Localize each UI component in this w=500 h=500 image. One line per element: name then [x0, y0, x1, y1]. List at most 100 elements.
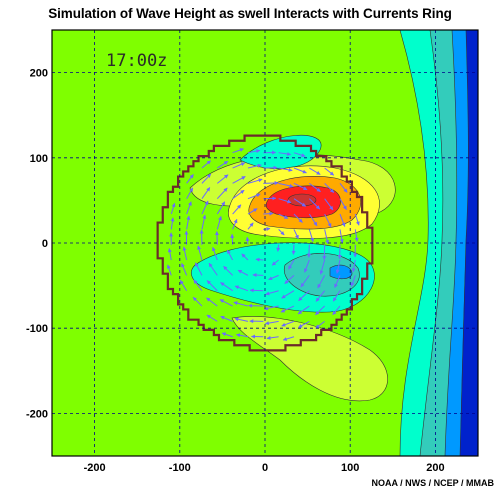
y-tick-label: -200	[26, 408, 48, 420]
current-vector	[181, 263, 188, 276]
x-tick-label: 200	[426, 462, 444, 474]
current-vector	[221, 332, 233, 338]
y-axis-ticks: -200 -100 0 100 200	[26, 68, 48, 421]
current-vector	[167, 248, 172, 261]
current-vector	[293, 182, 308, 191]
current-vector	[247, 149, 261, 154]
current-vector	[324, 229, 330, 245]
current-vector	[293, 213, 303, 223]
current-vector	[278, 167, 293, 172]
grid	[52, 30, 478, 456]
current-vector	[354, 213, 360, 226]
current-vector	[237, 269, 249, 276]
current-vector	[216, 216, 222, 230]
current-vector	[245, 236, 250, 245]
current-vector	[293, 152, 306, 158]
y-tick-label: 0	[42, 238, 48, 250]
plot-frame	[51, 29, 479, 457]
current-vector	[297, 305, 310, 315]
contour-blue-lower	[329, 264, 353, 280]
current-vector	[332, 305, 341, 316]
y-tick-label: 200	[30, 68, 48, 80]
current-vector	[280, 305, 295, 313]
current-vector	[186, 187, 194, 199]
current-vectors	[166, 148, 360, 341]
current-vector	[186, 174, 194, 184]
current-vector	[264, 320, 279, 326]
current-vector	[263, 305, 279, 311]
current-vector	[170, 217, 175, 230]
current-vector	[232, 162, 246, 169]
current-vector	[278, 198, 292, 204]
current-vector	[170, 202, 176, 215]
current-vector	[298, 320, 310, 328]
current-vector	[293, 167, 307, 174]
current-vector	[281, 320, 295, 327]
current-vector	[351, 259, 356, 273]
current-vector	[291, 244, 296, 255]
x-tick-label: -200	[84, 462, 106, 474]
current-vector	[298, 290, 310, 302]
current-vector	[288, 259, 295, 270]
current-vector	[308, 229, 314, 243]
current-vector	[182, 246, 188, 261]
current-vector	[212, 246, 218, 261]
x-tick-label: 100	[341, 462, 359, 474]
chart-title: Simulation of Wave Height as swell Inter…	[48, 6, 452, 21]
current-vector	[216, 174, 229, 184]
current-vector	[206, 297, 218, 307]
current-vector	[247, 178, 263, 184]
y-tick-label: 100	[30, 153, 48, 165]
current-vector	[193, 279, 203, 292]
current-vector	[278, 151, 292, 156]
current-vector	[216, 187, 228, 200]
current-vector	[268, 274, 279, 281]
current-vector	[315, 305, 325, 316]
current-vector	[220, 282, 233, 292]
current-vector	[339, 229, 344, 244]
current-vector	[315, 290, 326, 302]
current-vector	[201, 187, 211, 199]
current-vector	[335, 259, 341, 274]
y-tick-label: -100	[26, 323, 48, 335]
current-vector	[247, 208, 258, 215]
current-vector	[247, 222, 254, 230]
current-vector	[308, 213, 318, 227]
current-vector	[308, 198, 321, 210]
current-vector	[334, 275, 341, 288]
current-vector	[278, 182, 294, 188]
current-vector	[339, 183, 348, 193]
time-label: 17:00z	[106, 51, 167, 71]
current-vector	[217, 160, 229, 169]
current-vector	[339, 213, 346, 227]
current-vector	[206, 280, 218, 292]
current-vector	[317, 275, 326, 289]
current-vector	[300, 275, 310, 288]
current-vector	[319, 259, 326, 275]
current-vector	[332, 290, 341, 302]
current-vector	[309, 182, 321, 193]
current-vector	[281, 290, 295, 299]
current-vector	[241, 253, 249, 261]
current-vector	[266, 335, 279, 340]
current-vector	[315, 320, 325, 329]
current-vector	[276, 244, 281, 252]
current-vector	[195, 262, 203, 276]
current-vector	[201, 214, 207, 230]
current-vector	[282, 336, 295, 341]
current-vector	[192, 296, 203, 307]
contour-field	[52, 30, 478, 456]
contour-cyan-upper	[239, 134, 322, 170]
current-vector	[208, 262, 218, 276]
current-vector	[324, 198, 334, 211]
current-vector	[206, 314, 218, 322]
current-vector	[201, 200, 209, 215]
current-vector	[304, 259, 310, 273]
current-vector	[233, 301, 249, 307]
x-tick-label: 0	[262, 462, 268, 474]
current-vector	[339, 198, 347, 210]
current-vector	[271, 259, 279, 266]
current-vector	[293, 229, 299, 240]
current-vector	[166, 264, 172, 276]
